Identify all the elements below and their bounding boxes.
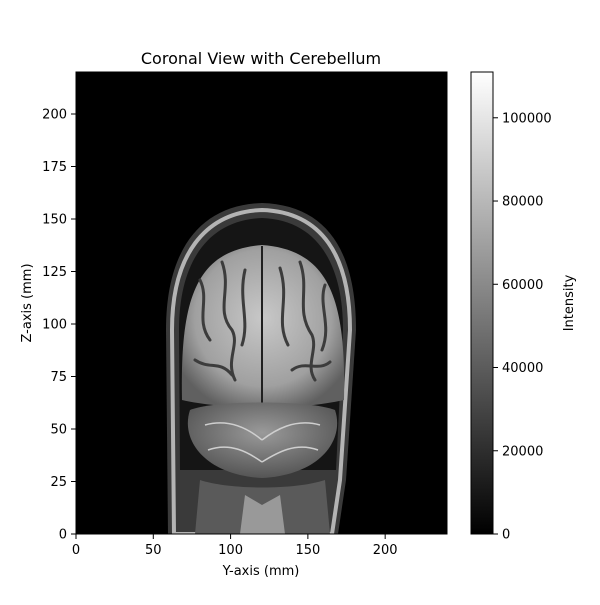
plot-frame <box>75 71 448 535</box>
mri-image <box>166 203 356 534</box>
neck-detail <box>240 495 285 534</box>
y-tick-label: 75 <box>50 370 67 385</box>
skull-bright <box>169 207 353 534</box>
colorbar-label: Intensity <box>562 274 577 331</box>
x-tick-label: 0 <box>72 543 80 558</box>
y-tick-label: 100 <box>42 318 67 333</box>
colorbar-tick-label: 40000 <box>502 361 543 376</box>
colorbar-tick-label: 100000 <box>502 111 552 126</box>
plot-area <box>76 72 447 534</box>
colorbar-tick-label: 80000 <box>502 195 543 210</box>
y-tick-label: 175 <box>42 160 67 175</box>
chart-title: Coronal View with Cerebellum <box>141 49 381 68</box>
colorbar-ticks: 0 20000 40000 60000 80000 100000 <box>493 111 552 543</box>
colorbar-tick-label: 20000 <box>502 444 543 459</box>
colorbar-tick-label: 0 <box>502 528 510 543</box>
y-tick-label: 150 <box>42 213 67 228</box>
y-tick-label: 0 <box>59 528 67 543</box>
x-tick-label: 150 <box>295 543 320 558</box>
y-tick-label: 200 <box>42 108 67 123</box>
x-axis-label: Y-axis (mm) <box>222 564 300 579</box>
colorbar <box>470 71 494 535</box>
sulci <box>193 260 332 382</box>
colorbar-tick-label: 60000 <box>502 278 543 293</box>
cerebellar-folia <box>204 422 321 463</box>
y-axis-ticks: 0 25 50 75 100 125 150 175 200 <box>42 108 76 543</box>
y-tick-label: 50 <box>50 423 67 438</box>
y-tick-label: 25 <box>50 475 67 490</box>
x-axis-ticks: 0 50 100 150 200 <box>72 534 398 558</box>
x-tick-label: 50 <box>145 543 162 558</box>
x-tick-label: 200 <box>373 543 398 558</box>
y-tick-label: 125 <box>42 265 67 280</box>
x-tick-label: 100 <box>218 543 243 558</box>
y-axis-label: Z-axis (mm) <box>20 263 35 342</box>
